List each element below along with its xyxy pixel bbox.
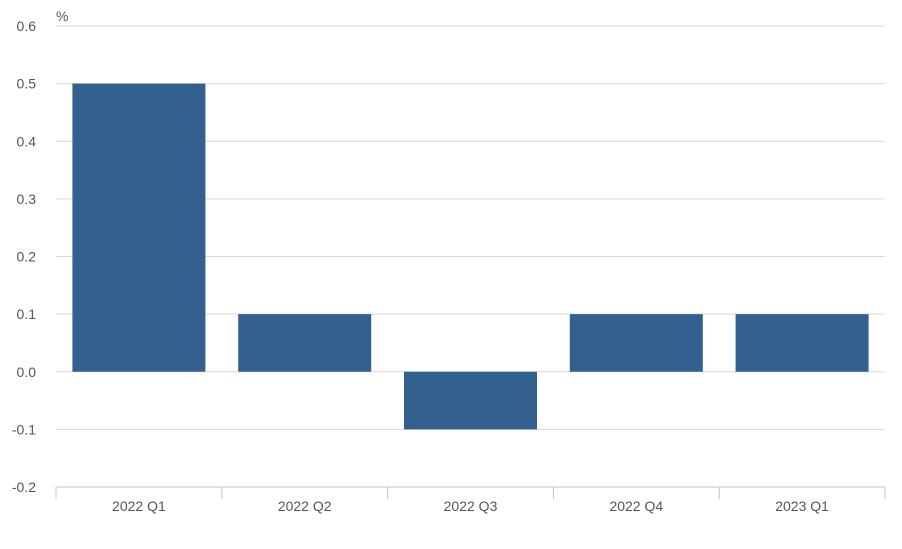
y-axis-unit-label: % [56, 8, 68, 24]
bars [72, 83, 869, 430]
x-tick-label: 2022 Q4 [609, 498, 663, 514]
bar [404, 371, 537, 430]
bar [238, 314, 372, 372]
y-tick-label: 0.1 [17, 306, 37, 322]
bar [72, 83, 206, 372]
y-tick-label: 0.4 [17, 133, 37, 149]
bar [569, 314, 703, 372]
x-tick-label: 2022 Q1 [112, 498, 166, 514]
y-tick-label: 0.0 [17, 364, 37, 380]
x-axis [55, 486, 886, 499]
y-tick-label: 0.5 [17, 76, 37, 92]
x-axis-tick-labels: 2022 Q1 2022 Q2 2022 Q3 2022 Q4 2023 Q1 [112, 498, 829, 514]
y-tick-label: 0.2 [17, 249, 37, 265]
x-tick-label: 2022 Q3 [444, 498, 498, 514]
y-tick-label: 0.3 [17, 191, 37, 207]
x-tick-label: 2022 Q2 [278, 498, 332, 514]
y-tick-label: -0.1 [12, 421, 36, 437]
bar [735, 314, 869, 372]
y-tick-label: -0.2 [12, 479, 36, 495]
y-tick-label: 0.6 [17, 18, 37, 34]
x-tick-label: 2023 Q1 [775, 498, 829, 514]
y-axis-tick-labels: 0.6 0.5 0.4 0.3 0.2 0.1 0.0 -0.1 -0.2 [12, 18, 36, 495]
